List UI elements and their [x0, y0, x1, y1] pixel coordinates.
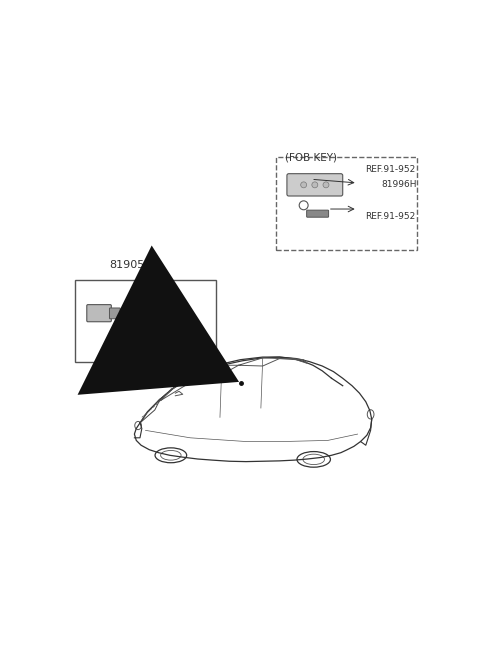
- Circle shape: [323, 182, 329, 188]
- FancyBboxPatch shape: [87, 305, 111, 322]
- Circle shape: [312, 182, 318, 188]
- Bar: [276, 157, 417, 250]
- FancyBboxPatch shape: [307, 210, 329, 217]
- FancyBboxPatch shape: [154, 292, 178, 307]
- Text: REF.91-952: REF.91-952: [365, 166, 415, 175]
- Text: 81996H: 81996H: [382, 180, 417, 189]
- Text: REF.91-952: REF.91-952: [365, 212, 415, 221]
- Text: (FOB KEY): (FOB KEY): [285, 152, 337, 162]
- FancyBboxPatch shape: [109, 308, 120, 319]
- FancyBboxPatch shape: [287, 173, 343, 196]
- Text: 81905: 81905: [109, 260, 144, 271]
- Bar: [75, 280, 216, 361]
- Circle shape: [300, 182, 307, 188]
